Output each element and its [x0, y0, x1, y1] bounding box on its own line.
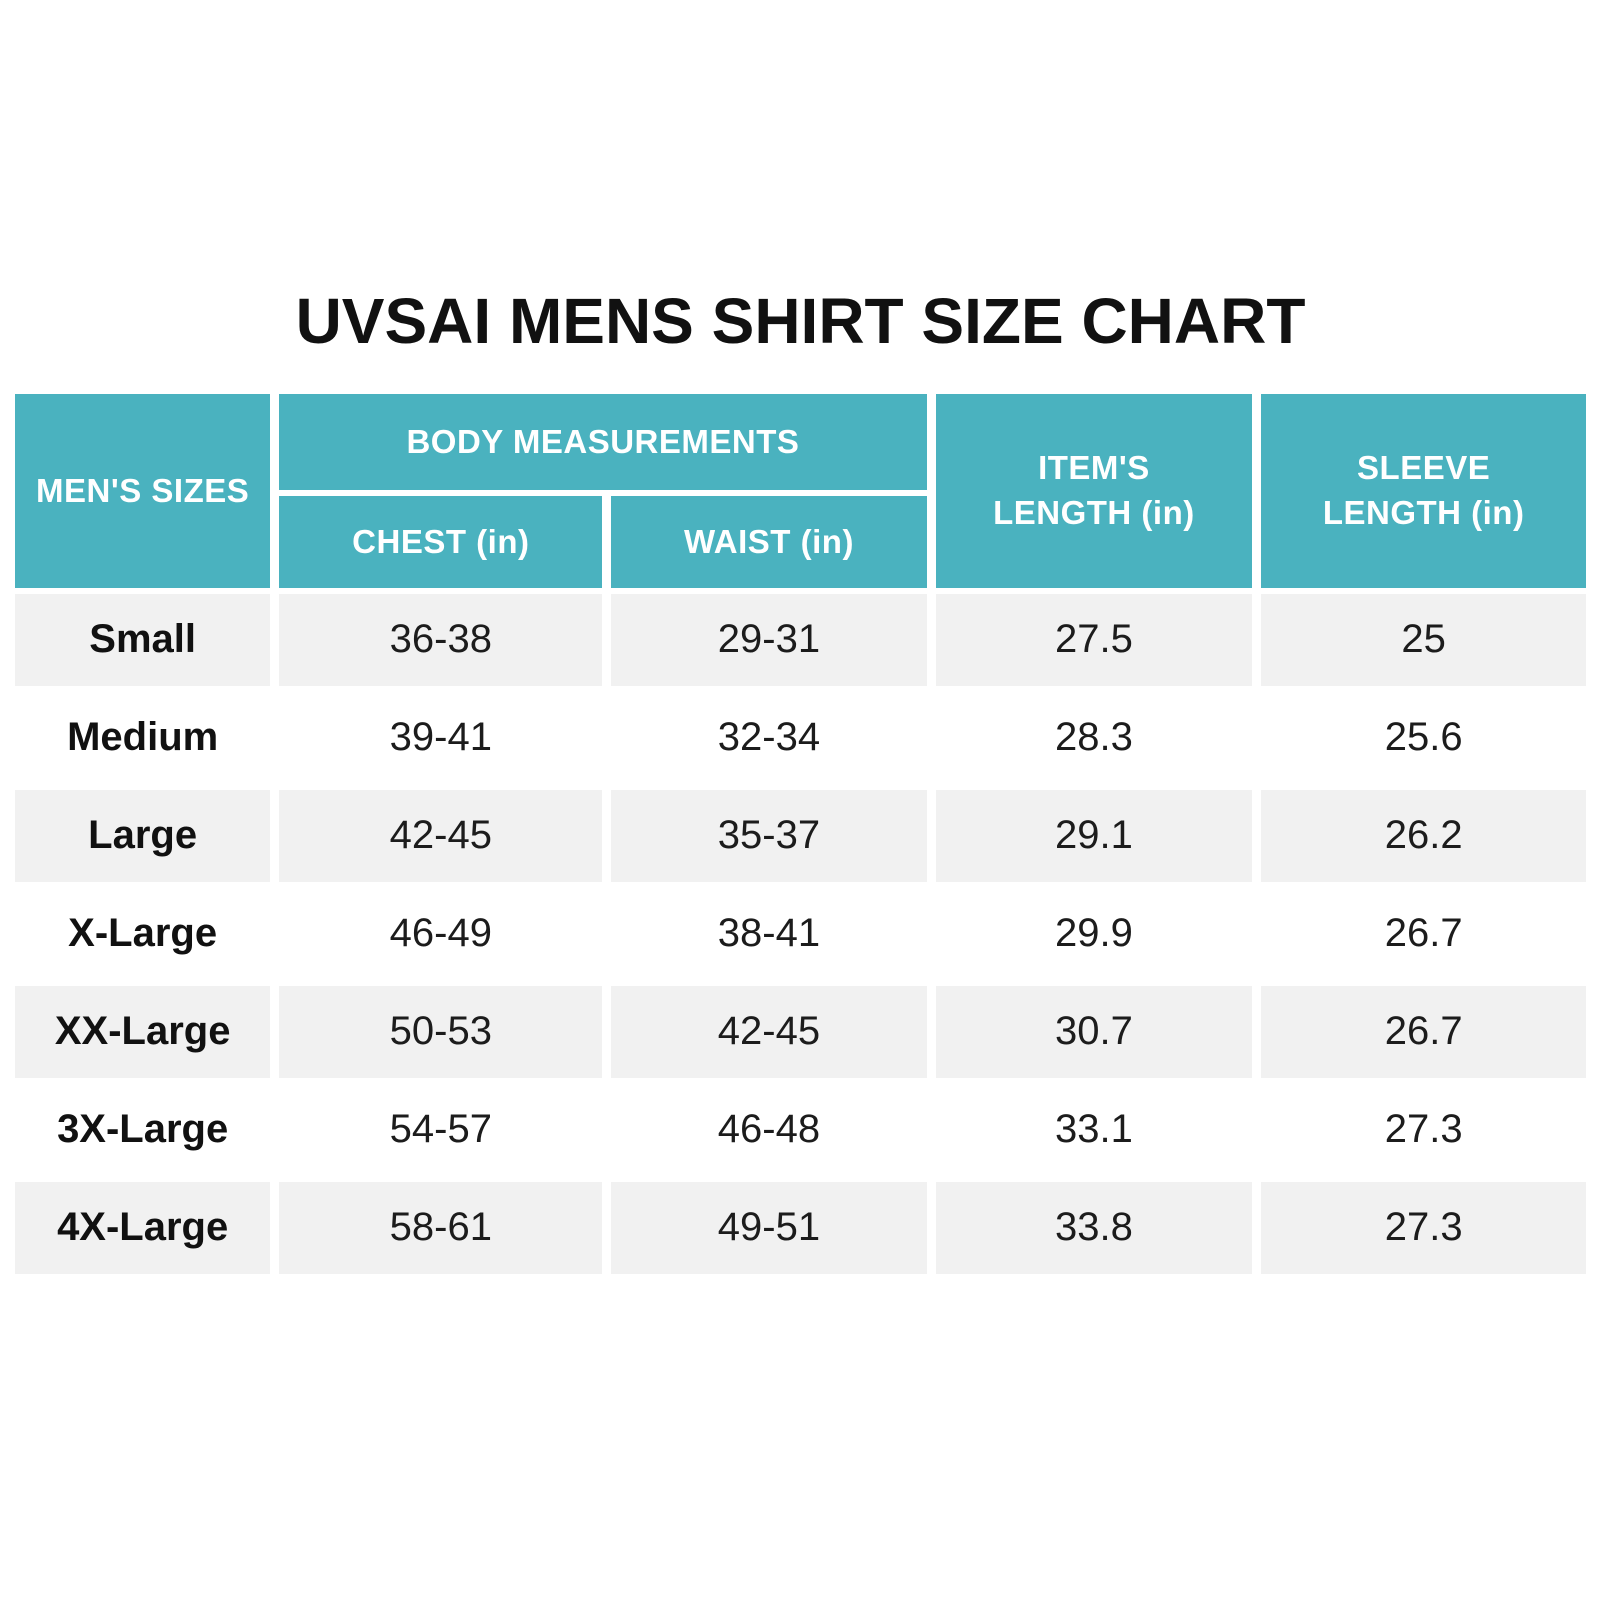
sleeve-cell: 25	[1261, 593, 1586, 686]
size-chart-table: MEN'S SIZES BODY MEASUREMENTS ITEM'S LEN…	[6, 388, 1595, 1280]
waist-cell: 32-34	[611, 691, 927, 784]
waist-cell: 49-51	[611, 1181, 927, 1274]
waist-cell: 38-41	[611, 887, 927, 980]
size-cell: Small	[15, 593, 271, 686]
sleeve-cell: 25.6	[1261, 691, 1586, 784]
length-cell: 33.1	[935, 1083, 1253, 1176]
chest-cell: 54-57	[279, 1083, 603, 1176]
table-row-4x-large: 4X-Large 58-61 49-51 33.8 27.3	[15, 1181, 1586, 1274]
chest-cell: 39-41	[279, 691, 603, 784]
length-cell: 29.1	[935, 789, 1253, 882]
header-row-sub: CHEST (in) WAIST (in)	[15, 495, 1586, 588]
sleeve-cell: 26.2	[1261, 789, 1586, 882]
table-row-x-large: X-Large 46-49 38-41 29.9 26.7	[15, 887, 1586, 980]
header-body-measurements: BODY MEASUREMENTS	[279, 393, 927, 490]
header-sleeve-length-line2: LENGTH (in)	[1322, 493, 1525, 531]
header-items-length-line1: ITEM'S	[1038, 449, 1150, 487]
chest-cell: 58-61	[279, 1181, 603, 1274]
chest-cell: 36-38	[279, 593, 603, 686]
length-cell: 29.9	[935, 887, 1253, 980]
sleeve-cell: 27.3	[1261, 1083, 1586, 1176]
header-chest: CHEST (in)	[279, 495, 603, 588]
chest-cell: 50-53	[279, 985, 603, 1078]
header-items-length: ITEM'S LENGTH (in)	[935, 393, 1253, 588]
chest-cell: 46-49	[279, 887, 603, 980]
sleeve-cell: 27.3	[1261, 1181, 1586, 1274]
table-row-small: Small 36-38 29-31 27.5 25	[15, 593, 1586, 686]
table-row-xx-large: XX-Large 50-53 42-45 30.7 26.7	[15, 985, 1586, 1078]
header-row-top: MEN'S SIZES BODY MEASUREMENTS ITEM'S LEN…	[15, 393, 1586, 588]
length-cell: 33.8	[935, 1181, 1253, 1274]
waist-cell: 35-37	[611, 789, 927, 882]
sleeve-cell: 26.7	[1261, 887, 1586, 980]
table-row-large: Large 42-45 35-37 29.1 26.2	[15, 789, 1586, 882]
size-cell: Large	[15, 789, 271, 882]
length-cell: 30.7	[935, 985, 1253, 1078]
waist-cell: 29-31	[611, 593, 927, 686]
sleeve-cell: 26.7	[1261, 985, 1586, 1078]
waist-cell: 46-48	[611, 1083, 927, 1176]
size-cell: 3X-Large	[15, 1083, 271, 1176]
page-title: UVSAI MENS SHIRT SIZE CHART	[295, 285, 1306, 357]
header-items-length-line2: LENGTH (in)	[993, 493, 1195, 531]
header-mens-sizes: MEN'S SIZES	[15, 393, 271, 588]
waist-cell: 42-45	[611, 985, 927, 1078]
header-waist: WAIST (in)	[611, 495, 927, 588]
size-cell: XX-Large	[15, 985, 271, 1078]
size-cell: Medium	[15, 691, 271, 784]
length-cell: 27.5	[935, 593, 1253, 686]
header-sleeve-length-line1: SLEEVE	[1357, 449, 1491, 487]
header-sleeve-length: SLEEVE LENGTH (in)	[1261, 393, 1586, 588]
chest-cell: 42-45	[279, 789, 603, 882]
length-cell: 28.3	[935, 691, 1253, 784]
size-chart-container: MEN'S SIZES BODY MEASUREMENTS ITEM'S LEN…	[6, 388, 1595, 1280]
size-cell: X-Large	[15, 887, 271, 980]
table-row-medium: Medium 39-41 32-34 28.3 25.6	[15, 691, 1586, 784]
size-cell: 4X-Large	[15, 1181, 271, 1274]
table-row-3x-large: 3X-Large 54-57 46-48 33.1 27.3	[15, 1083, 1586, 1176]
